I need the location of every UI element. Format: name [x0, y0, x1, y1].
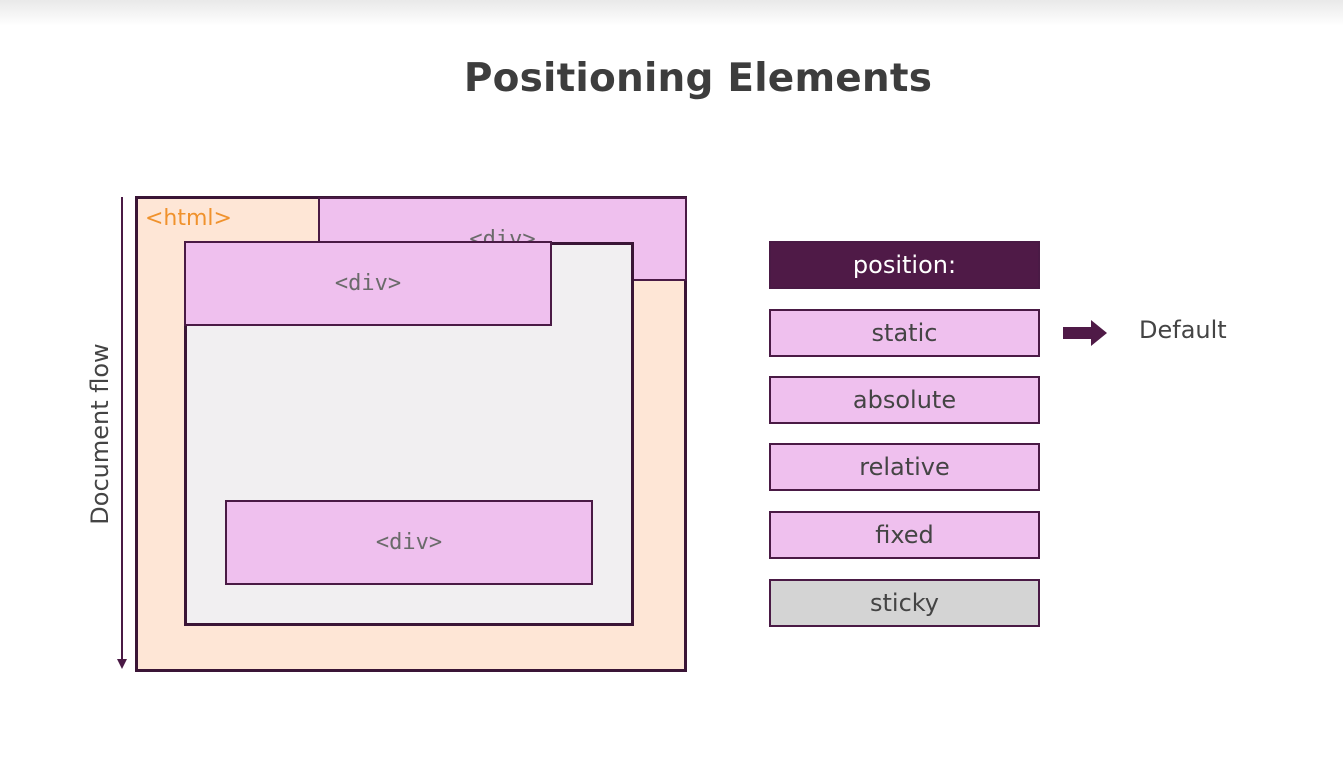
position-sticky: sticky [769, 579, 1040, 627]
div-label: <div> [375, 530, 443, 555]
slide-title: Positioning Elements [463, 56, 933, 101]
position-value-label: sticky [869, 589, 940, 617]
position-value-label: fixed [875, 521, 934, 549]
div-box-middle: <div> [184, 241, 552, 326]
position-header-label: position: [852, 251, 957, 279]
default-label: Default [1139, 316, 1227, 344]
position-fixed: fixed [769, 511, 1040, 559]
position-value-label: static [871, 319, 938, 347]
document-flow-label: Document flow [86, 343, 114, 525]
arrow-down-icon [117, 659, 127, 669]
top-shadow [0, 0, 1343, 26]
div-box-bottom: <div> [225, 500, 593, 585]
arrow-right-icon [1063, 320, 1107, 346]
html-label: <html> [145, 206, 232, 231]
position-header: position: [769, 241, 1040, 289]
document-flow-arrow-icon [121, 197, 123, 661]
position-relative: relative [769, 443, 1040, 491]
position-static: static [769, 309, 1040, 357]
position-value-label: absolute [852, 386, 957, 414]
position-value-label: relative [859, 453, 950, 481]
div-label: <div> [334, 271, 402, 296]
position-absolute: absolute [769, 376, 1040, 424]
